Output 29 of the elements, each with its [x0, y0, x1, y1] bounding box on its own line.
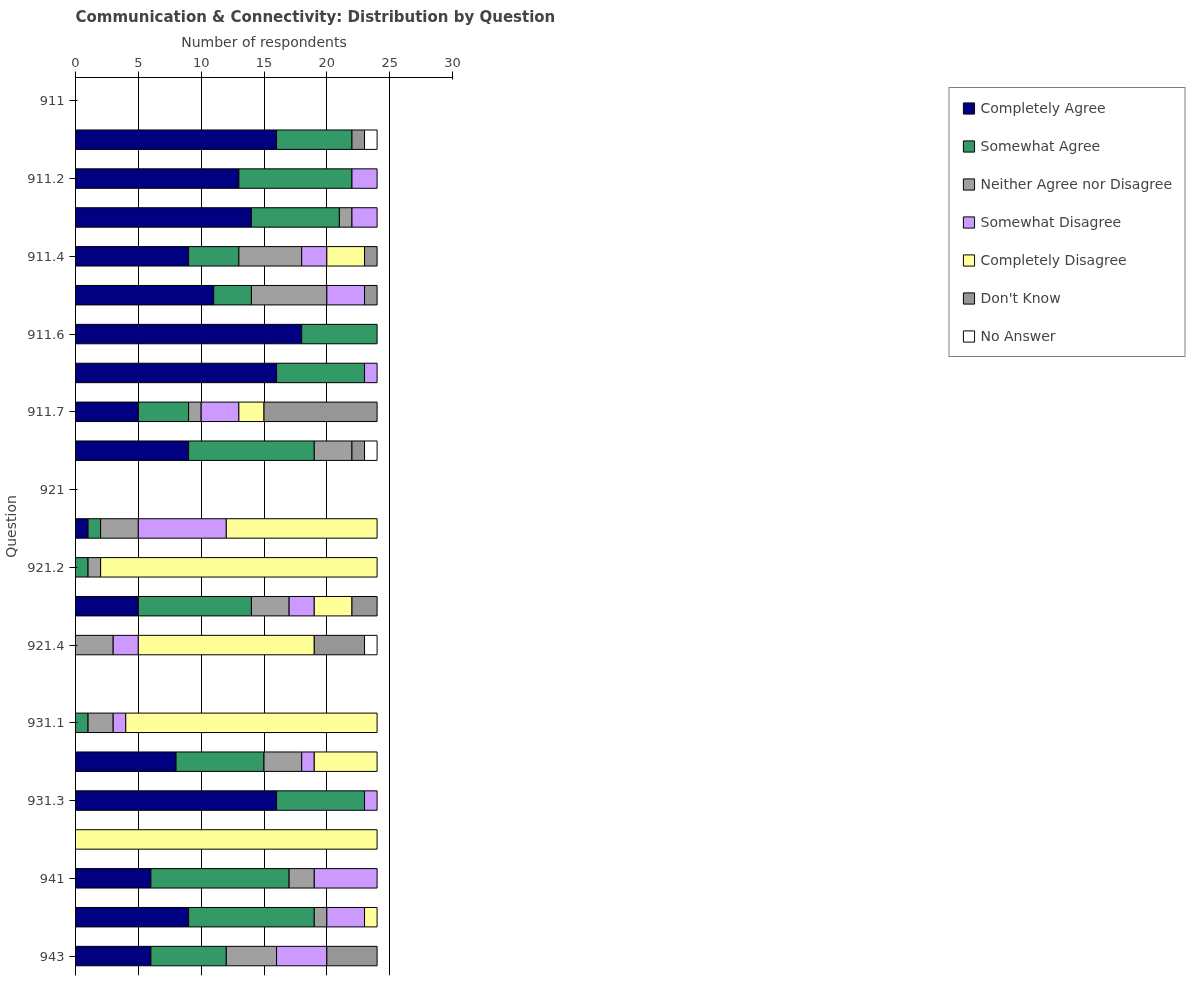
y-tick-label: 921 [39, 482, 65, 498]
x-tick-label: 10 [192, 54, 210, 70]
y-tick-label: 931.1 [27, 715, 65, 731]
x-axis-title: Number of respondents [181, 33, 347, 50]
x-tick-label: 25 [381, 54, 398, 70]
y-tick-label: 921.4 [27, 637, 65, 653]
y-tick-label: 911.7 [27, 404, 65, 420]
y-tick-label: 911.2 [27, 171, 65, 187]
legend-label: Completely Agree [980, 100, 1106, 116]
legend-label: No Answer [980, 328, 1056, 344]
chart-title: Communication & Connectivity: Distribution by Question [75, 7, 556, 26]
legend-label: Don't Know [980, 290, 1061, 306]
x-tick-label: 15 [255, 54, 273, 70]
x-tick-label: 20 [318, 54, 336, 70]
x-tick-label: 0 [71, 54, 80, 70]
y-tick-label: 931.3 [27, 793, 65, 809]
legend-label: Somewhat Disagree [980, 214, 1122, 230]
x-tick-label: 30 [444, 54, 461, 70]
y-tick-label: 921.2 [27, 559, 65, 575]
y-tick-label: 911.6 [27, 326, 65, 342]
legend-label: Completely Disagree [980, 252, 1127, 268]
legend-label: Somewhat Agree [980, 138, 1101, 154]
x-tick-label: 5 [134, 54, 143, 70]
legend-label: Neither Agree nor Disagree [980, 176, 1172, 192]
y-tick-label: 911 [39, 93, 65, 109]
y-tick-label: 911.4 [27, 248, 65, 264]
y-axis-title: Question [3, 495, 20, 558]
y-tick-label: 943 [39, 948, 65, 964]
y-tick-label: 941 [39, 870, 65, 886]
